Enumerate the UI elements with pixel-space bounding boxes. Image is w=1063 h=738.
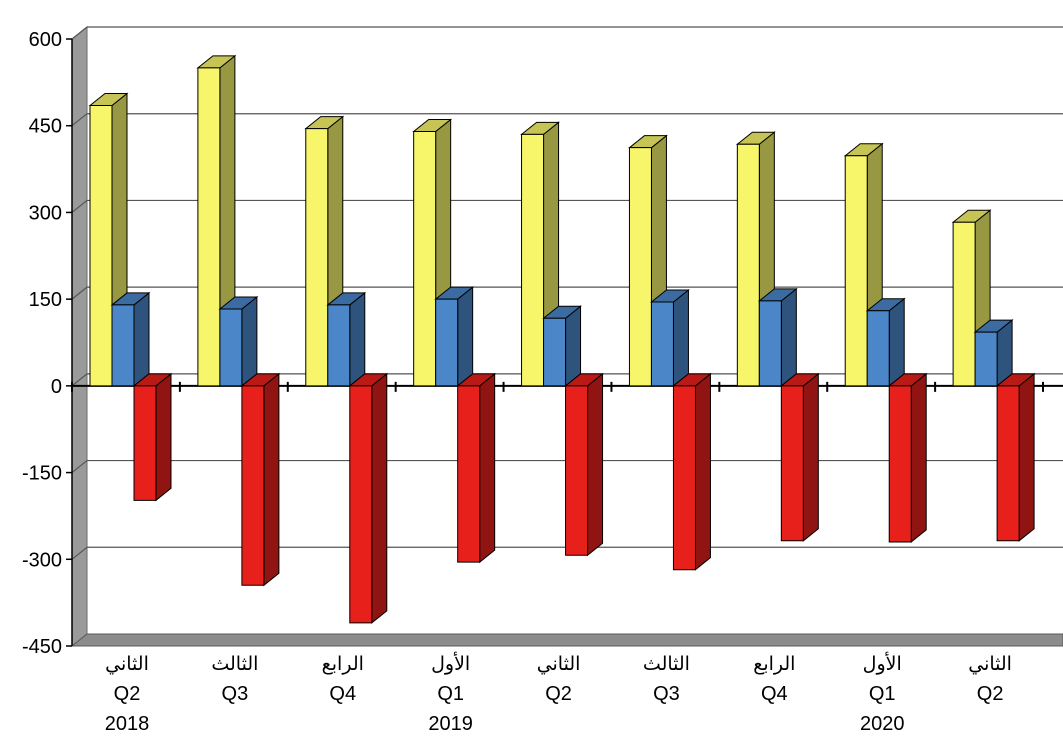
x-label-quarter: Q1 xyxy=(437,683,464,705)
x-label-arabic: الثاني xyxy=(105,653,149,675)
y-tick-label: 600 xyxy=(29,29,62,51)
y-tick-label: -150 xyxy=(22,463,62,485)
x-label-quarter: Q3 xyxy=(222,683,249,705)
bar xyxy=(628,147,652,387)
bar xyxy=(565,385,589,556)
bar-side xyxy=(910,372,927,543)
bar-side xyxy=(155,372,172,502)
x-label-year: 2018 xyxy=(105,713,150,735)
x-label-year: 2019 xyxy=(428,713,473,735)
x-label-quarter: Q2 xyxy=(114,683,141,705)
gridline-depth xyxy=(71,460,88,474)
x-label-year: 2020 xyxy=(860,713,905,735)
gridline-depth xyxy=(71,546,88,560)
bar xyxy=(672,385,696,571)
bar-side xyxy=(241,295,258,387)
bar-side xyxy=(133,291,150,387)
bar-side xyxy=(565,305,582,387)
y-tick-label: 150 xyxy=(29,289,62,311)
bar xyxy=(996,385,1020,542)
bar xyxy=(197,67,221,387)
y-tick-label: -450 xyxy=(22,636,62,658)
x-label-arabic: الثاني xyxy=(537,653,581,675)
bar-side xyxy=(672,288,689,387)
bar xyxy=(327,304,351,387)
x-label-arabic: الرابع xyxy=(322,653,364,675)
gridline-depth xyxy=(71,113,88,127)
x-label-arabic: الثاني xyxy=(968,653,1012,675)
bar xyxy=(543,317,567,387)
bar-side xyxy=(1018,372,1035,542)
floor xyxy=(70,633,1063,647)
bar xyxy=(888,385,912,543)
bar xyxy=(457,385,481,563)
gridline-depth xyxy=(71,373,88,387)
bar xyxy=(133,385,157,501)
x-label-arabic: الثالث xyxy=(643,653,690,675)
bar xyxy=(349,385,373,624)
bar xyxy=(89,104,113,387)
x-label-arabic: الأول xyxy=(863,652,902,675)
x-label-quarter: Q4 xyxy=(329,683,356,705)
bar xyxy=(241,385,265,586)
bars xyxy=(88,54,1036,624)
bar-side xyxy=(479,372,496,564)
x-label-quarter: Q4 xyxy=(761,683,788,705)
bar xyxy=(435,298,459,387)
y-tick-labels: 600 450 300 150 0 -150 -300 -450 xyxy=(22,29,62,658)
x-label-arabic: الأول xyxy=(431,652,470,675)
bar xyxy=(780,385,804,542)
x-label-quarter: Q2 xyxy=(977,683,1004,705)
bar xyxy=(413,130,437,387)
x-label-quarter: Q3 xyxy=(653,683,680,705)
bar xyxy=(219,308,243,387)
x-tick-labels: الثاني Q2 2018 الثالث Q3 الرابع Q4 الأول Q1 2019 ا… xyxy=(105,652,1012,735)
y-tick-label: -300 xyxy=(22,549,62,571)
bar xyxy=(111,304,135,387)
gridline-depth xyxy=(71,286,88,300)
bar xyxy=(758,300,782,387)
bar xyxy=(521,133,545,387)
x-label-arabic: الرابع xyxy=(753,653,795,675)
bar xyxy=(866,310,890,387)
bar-side xyxy=(349,291,366,387)
bar xyxy=(650,301,674,387)
x-label-quarter: Q1 xyxy=(869,683,896,705)
bar xyxy=(974,331,998,387)
bar-side xyxy=(780,287,797,387)
bar-side xyxy=(694,372,711,571)
gridline-depth xyxy=(71,199,88,213)
y-tick-label: 450 xyxy=(29,116,62,138)
bar-side xyxy=(263,372,280,587)
y-tick-label: 0 xyxy=(51,376,62,398)
bar xyxy=(844,155,868,387)
bar xyxy=(305,128,329,387)
bar xyxy=(952,221,976,387)
bar-side xyxy=(888,297,905,387)
gridline-depth xyxy=(71,26,88,40)
bar xyxy=(736,143,760,387)
x-label-quarter: Q2 xyxy=(545,683,572,705)
x-label-arabic: الثالث xyxy=(211,653,258,675)
bar-side xyxy=(587,372,604,557)
bar-side xyxy=(371,372,388,624)
y-tick-label: 300 xyxy=(29,202,62,224)
bar-side xyxy=(802,372,819,542)
bar-side xyxy=(457,286,474,387)
